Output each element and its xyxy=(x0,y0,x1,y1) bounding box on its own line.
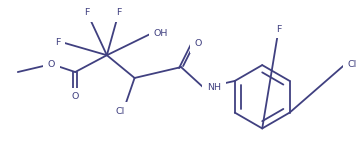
Text: F: F xyxy=(116,8,121,17)
Text: O: O xyxy=(71,92,79,101)
Text: O: O xyxy=(195,39,202,48)
Text: Cl: Cl xyxy=(347,60,357,69)
Text: F: F xyxy=(84,8,90,17)
Text: OH: OH xyxy=(154,29,168,38)
Text: NH: NH xyxy=(207,83,221,92)
Text: O: O xyxy=(48,60,55,69)
Text: Cl: Cl xyxy=(115,107,124,116)
Text: F: F xyxy=(276,25,282,34)
Text: F: F xyxy=(55,38,60,47)
